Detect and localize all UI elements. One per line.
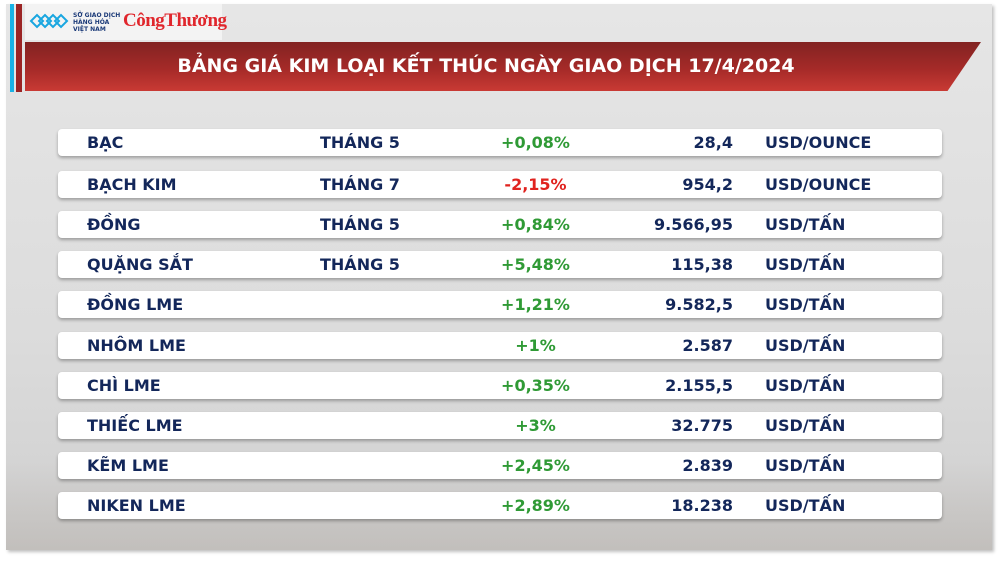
price-value: 954,2 bbox=[682, 175, 733, 194]
contract-month: THÁNG 7 bbox=[320, 175, 400, 194]
price-value: 2.155,5 bbox=[665, 376, 733, 395]
change-percent: -2,15% bbox=[504, 175, 567, 194]
change-percent: +1,21% bbox=[501, 295, 570, 314]
contract-month: THÁNG 5 bbox=[320, 133, 400, 152]
table-row: QUẶNG SẮT THÁNG 5 +5,48% 115,38 USD/TẤN bbox=[58, 251, 942, 278]
price-value: 9.582,5 bbox=[665, 295, 733, 314]
metal-name: CHÌ LME bbox=[87, 376, 161, 395]
change-percent: +0,08% bbox=[501, 133, 570, 152]
price-unit: USD/TẤN bbox=[765, 456, 846, 475]
change-percent: +2,45% bbox=[501, 456, 570, 475]
price-unit: USD/OUNCE bbox=[765, 133, 872, 152]
sgd-line-3: VIỆT NAM bbox=[73, 26, 106, 33]
table-row: THIẾC LME +3% 32.775 USD/TẤN bbox=[58, 412, 942, 439]
accent-stripe-blue bbox=[10, 4, 14, 92]
change-percent: +5,48% bbox=[501, 255, 570, 274]
sgd-logo-text: SỞ GIAO DỊCH HÀNG HÓA VIỆT NAM bbox=[73, 12, 120, 33]
metal-name: BẠC bbox=[87, 133, 124, 152]
change-percent: +3% bbox=[515, 416, 556, 435]
table-row: ĐỒNG THÁNG 5 +0,84% 9.566,95 USD/TẤN bbox=[58, 211, 942, 238]
change-percent: +0,84% bbox=[501, 215, 570, 234]
price-unit: USD/TẤN bbox=[765, 215, 846, 234]
sgd-logo-icon bbox=[29, 13, 69, 29]
contract-month: THÁNG 5 bbox=[320, 215, 400, 234]
price-unit: USD/TẤN bbox=[765, 496, 846, 515]
title-banner bbox=[25, 42, 981, 91]
metal-name: NIKEN LME bbox=[87, 496, 186, 515]
price-unit: USD/TẤN bbox=[765, 376, 846, 395]
price-unit: USD/TẤN bbox=[765, 336, 846, 355]
price-value: 32.775 bbox=[671, 416, 733, 435]
metal-name: THIẾC LME bbox=[87, 416, 183, 435]
price-unit: USD/TẤN bbox=[765, 255, 846, 274]
price-value: 9.566,95 bbox=[654, 215, 733, 234]
table-row: ĐỒNG LME +1,21% 9.582,5 USD/TẤN bbox=[58, 291, 942, 318]
price-value: 2.587 bbox=[682, 336, 733, 355]
price-unit: USD/TẤN bbox=[765, 295, 846, 314]
page-title: BẢNG GIÁ KIM LOẠI KẾT THÚC NGÀY GIAO DỊC… bbox=[177, 55, 795, 77]
table-row: CHÌ LME +0,35% 2.155,5 USD/TẤN bbox=[58, 372, 942, 399]
contract-month: THÁNG 5 bbox=[320, 255, 400, 274]
table-row: BẠCH KIM THÁNG 7 -2,15% 954,2 USD/OUNCE bbox=[58, 171, 942, 198]
sgd-line-1: SỞ GIAO DỊCH bbox=[73, 12, 121, 19]
logo-area: SỞ GIAO DỊCH HÀNG HÓA VIỆT NAM CôngThươn… bbox=[25, 4, 227, 40]
metal-name: ĐỒNG bbox=[87, 215, 141, 234]
table-row: NHÔM LME +1% 2.587 USD/TẤN bbox=[58, 332, 942, 359]
table-row: BẠC THÁNG 5 +0,08% 28,4 USD/OUNCE bbox=[58, 129, 942, 156]
table-row: KẼM LME +2,45% 2.839 USD/TẤN bbox=[58, 452, 942, 479]
accent-stripe-red bbox=[16, 4, 22, 92]
price-value: 18.238 bbox=[671, 496, 733, 515]
metal-name: QUẶNG SẮT bbox=[87, 255, 193, 274]
change-percent: +2,89% bbox=[501, 496, 570, 515]
metal-name: NHÔM LME bbox=[87, 336, 186, 355]
metal-name: KẼM LME bbox=[87, 456, 169, 475]
congthuong-logo: CôngThương bbox=[123, 10, 227, 31]
price-value: 2.839 bbox=[682, 456, 733, 475]
metal-name: BẠCH KIM bbox=[87, 175, 177, 194]
price-unit: USD/TẤN bbox=[765, 416, 846, 435]
sgd-line-2: HÀNG HÓA bbox=[73, 19, 110, 26]
metal-name: ĐỒNG LME bbox=[87, 295, 184, 314]
table-row: NIKEN LME +2,89% 18.238 USD/TẤN bbox=[58, 492, 942, 519]
change-percent: +1% bbox=[515, 336, 556, 355]
price-value: 28,4 bbox=[693, 133, 733, 152]
price-value: 115,38 bbox=[671, 255, 733, 274]
price-unit: USD/OUNCE bbox=[765, 175, 872, 194]
change-percent: +0,35% bbox=[501, 376, 570, 395]
